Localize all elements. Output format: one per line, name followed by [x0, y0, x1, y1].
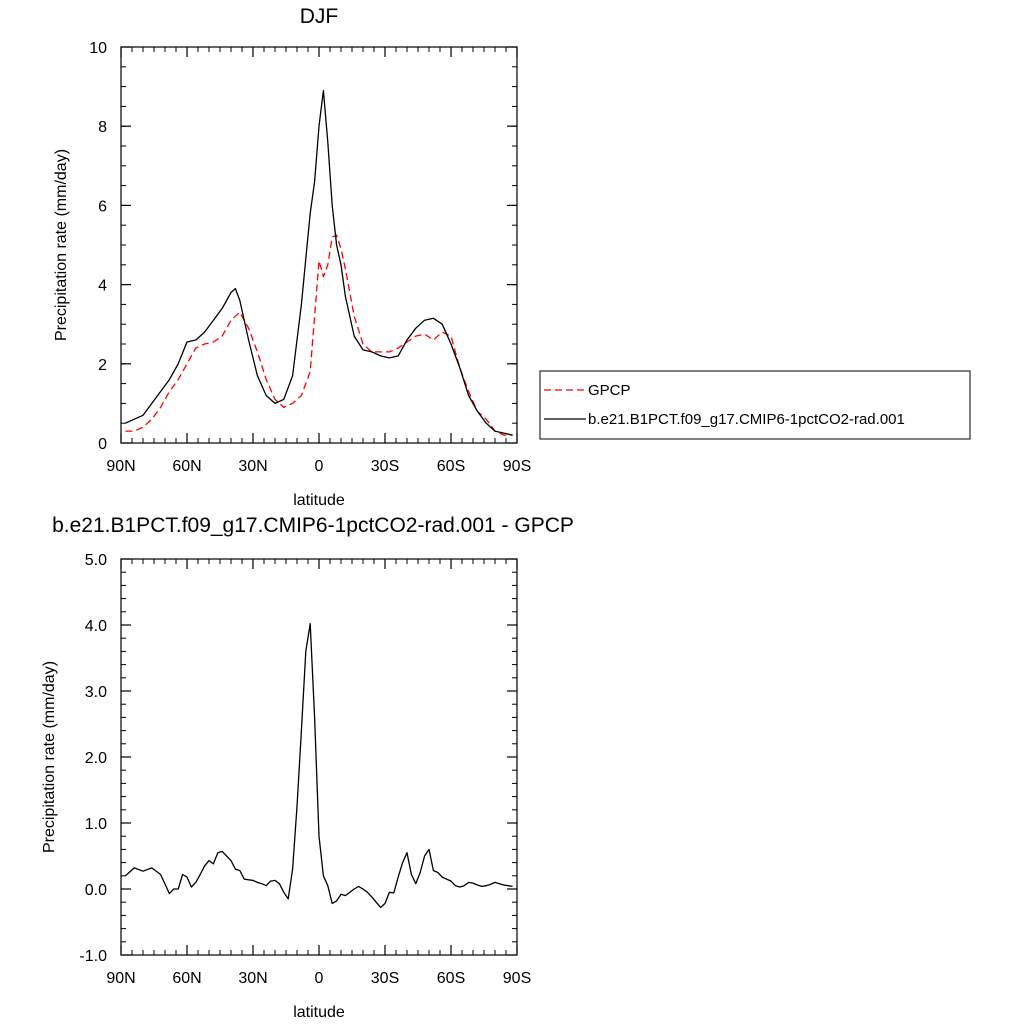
chart-0-x-tick-label: 60N — [172, 458, 201, 475]
legend: GPCP b.e21.B1PCT.f09_g17.CMIP6-1pctCO2-r… — [539, 370, 971, 440]
chart-1-y-tick-label: 0.0 — [85, 882, 107, 899]
chart-1-title: b.e21.B1PCT.f09_g17.CMIP6-1pctCO2-rad.00… — [52, 514, 574, 537]
chart-0-plot-frame — [120, 46, 518, 444]
chart-1-x-tick-label: 90N — [106, 970, 135, 987]
chart-0-x-tick-label: 90N — [106, 458, 135, 475]
chart-0-x-tick-label: 0 — [315, 458, 324, 475]
legend-box — [539, 370, 971, 440]
chart-1-x-axis-label: latitude — [293, 1004, 345, 1021]
chart-0-x-axis-label: latitude — [293, 492, 345, 509]
chart-0-y-tick-label: 10 — [89, 40, 107, 57]
chart-0-series-b-e21-b1pct-f09-g17-cmip6-1pctco2-rad-001-line — [125, 89, 513, 436]
chart-1-x-tick-label: 0 — [315, 970, 324, 987]
chart-1-x-tick-label: 30S — [371, 970, 399, 987]
chart-1-y-tick-label: 4.0 — [85, 618, 107, 635]
legend-label-gpcp: GPCP — [588, 382, 631, 399]
chart-0-y-tick-label: 4 — [98, 278, 107, 295]
chart-1-y-tick-label: 3.0 — [85, 684, 107, 701]
chart-0-x-tick-label: 30N — [238, 458, 267, 475]
chart-1-x-tick-label: 60N — [172, 970, 201, 987]
chart-djf-zonal-mean: 0 2 4 6 8 10 90N 60N 30N 0 30S 60S 90S DJF latitude Pre… — [53, 5, 531, 509]
chart-0-x-tick-label: 30S — [371, 458, 399, 475]
chart-1-y-axis-label: Precipitation rate (mm/day) — [41, 661, 58, 853]
chart-0-series-gpcp-line — [125, 234, 513, 436]
chart-1-x-tick-label: 60S — [437, 970, 465, 987]
legend-label-model: b.e21.B1PCT.f09_g17.CMIP6-1pctCO2-rad.00… — [588, 411, 905, 428]
chart-0-x-tick-label: 90S — [503, 458, 531, 475]
chart-1-x-tick-label: 30N — [238, 970, 267, 987]
chart-0-y-tick-label: 8 — [98, 119, 107, 136]
chart-1-y-tick-label: -1.0 — [79, 948, 107, 965]
chart-0-y-tick-label: 2 — [98, 357, 107, 374]
chart-0-x-tick-label: 60S — [437, 458, 465, 475]
chart-model-minus-gpcp: -1.0 0.0 1.0 2.0 3.0 4.0 5.0 90N 60N 30N 0 30S 60S 90… — [41, 514, 574, 1021]
chart-0-y-tick-label: 6 — [98, 198, 107, 215]
chart-0-y-axis-label: Precipitation rate (mm/day) — [53, 149, 70, 341]
chart-0-y-tick-label: 0 — [98, 436, 107, 453]
chart-1-y-tick-label: 5.0 — [85, 552, 107, 569]
chart-1-y-tick-label: 1.0 — [85, 816, 107, 833]
chart-1-x-tick-label: 90S — [503, 970, 531, 987]
chart-1-y-tick-label: 2.0 — [85, 750, 107, 767]
chart-0-title: DJF — [300, 5, 339, 28]
chart-1-series-difference-line — [124, 623, 513, 909]
chart-1-plot-frame — [120, 558, 518, 956]
